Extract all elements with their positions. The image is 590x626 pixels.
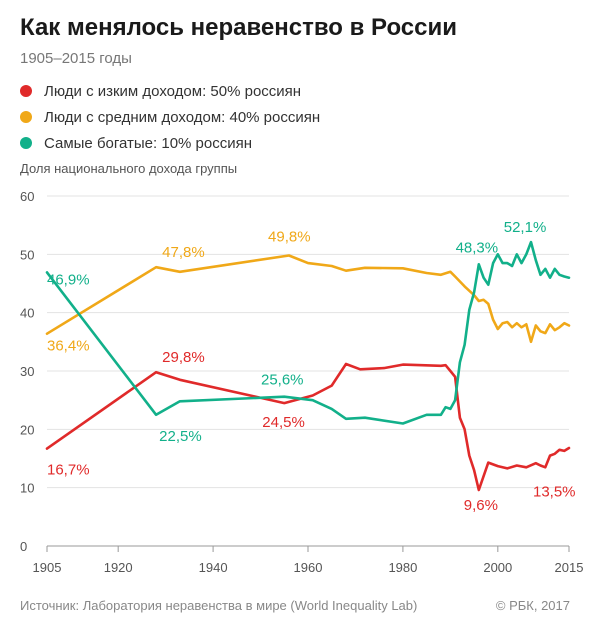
footer: Источник: Лаборатория неравенства в мире… [20,598,570,613]
legend-dot-top-icon [20,137,32,149]
data-label: 9,6% [464,497,498,514]
data-label: 46,9% [47,271,90,288]
chart-subtitle: 1905–2015 годы [20,50,132,67]
legend-item-top-income: Самые богатые: 10% россиян [20,130,320,156]
x-tick-label: 1980 [388,560,417,575]
data-label: 49,8% [268,229,311,246]
y-tick-label: 60 [20,189,34,204]
x-tick-label: 1920 [104,560,133,575]
source-note: Источник: Лаборатория неравенства в мире… [20,598,418,613]
series-line-0 [45,362,571,492]
legend-dot-low-icon [20,85,32,97]
x-tick-label: 2015 [555,560,584,575]
legend-item-low-income: Люди с изким доходом: 50% россиян [20,78,320,104]
legend-item-middle-income: Люди с средним доходом: 40% россиян [20,104,320,130]
series-line-2 [45,240,571,425]
y-tick-label: 10 [20,481,34,496]
data-label: 24,5% [262,414,305,431]
x-tick-label: 1940 [199,560,228,575]
y-axis-label: Доля национального дохода группы [20,161,238,176]
legend-label: Люди с изким доходом: 50% россиян [44,82,302,100]
y-tick-label: 0 [20,539,27,554]
y-tick-label: 40 [20,306,34,321]
x-tick-label: 1905 [33,560,62,575]
legend-label: Люди с средним доходом: 40% россиян [44,108,321,126]
legend-label: Самые богатые: 10% россиян [44,134,253,152]
chart-title: Как менялось неравенство в России [20,14,457,41]
y-tick-label: 20 [20,422,34,437]
x-tick-label: 1960 [294,560,323,575]
data-label: 22,5% [159,428,202,445]
data-label: 52,1% [504,219,547,236]
data-label: 13,5% [533,483,576,500]
data-label: 25,6% [261,372,304,389]
x-tick-label: 2000 [483,560,512,575]
series-line-1 [45,254,571,344]
legend-dot-middle-icon [20,111,32,123]
data-label: 36,4% [47,338,90,355]
data-label: 16,7% [47,462,90,479]
y-tick-label: 50 [20,247,34,262]
y-tick-label: 30 [20,364,34,379]
legend: Люди с изким доходом: 50% россиян Люди с… [20,78,320,156]
data-label: 29,8% [162,349,205,366]
data-label: 47,8% [162,244,205,261]
data-label: 48,3% [456,239,499,256]
copyright: © РБК, 2017 [495,598,570,613]
